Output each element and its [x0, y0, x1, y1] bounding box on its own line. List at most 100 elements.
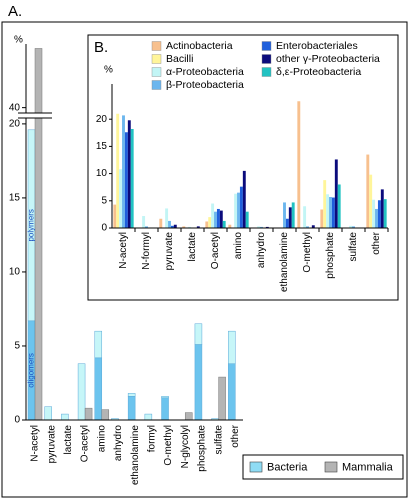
x-tick-label: ethanolamine	[279, 232, 290, 292]
bar	[124, 132, 128, 228]
bar	[122, 115, 125, 228]
bar	[239, 186, 243, 228]
axis-break	[18, 113, 52, 118]
part-label: polymers	[27, 209, 36, 241]
legend-label: other γ-Proteobacteria	[276, 53, 380, 65]
y-tick-label: 0	[14, 415, 20, 426]
bar	[127, 120, 131, 228]
x-tick-label: lactate	[63, 425, 74, 455]
legend-swatch	[324, 461, 338, 473]
bar	[173, 224, 177, 228]
x-tick-label: pyruvate	[46, 425, 57, 464]
bar	[311, 225, 315, 228]
panel-b-y-label: %	[104, 65, 113, 76]
x-tick-label: phosphate	[197, 425, 208, 472]
bacteria-bar	[228, 330, 236, 364]
bar	[116, 113, 120, 228]
bar	[170, 225, 174, 228]
bacteria-bar	[194, 344, 203, 421]
bar	[168, 220, 171, 228]
legend-label: δ,ε-Proteobacteria	[276, 66, 361, 78]
bacteria-bar	[77, 363, 86, 421]
bar	[234, 193, 238, 228]
y-tick-label: 10	[96, 168, 108, 179]
x-tick-label: pyruvate	[164, 232, 175, 271]
bar	[291, 202, 295, 228]
bar	[372, 199, 376, 228]
x-tick-label: other	[230, 424, 241, 447]
panel-a-label: A.	[8, 3, 22, 20]
bar	[214, 211, 217, 228]
y-tick-label: 5	[14, 341, 20, 352]
y-tick-label: 15	[96, 141, 108, 152]
bar	[228, 224, 232, 228]
bar	[113, 204, 117, 228]
x-tick-label: O-acetyl	[210, 232, 221, 269]
x-tick-label: sulfate	[348, 232, 359, 262]
x-tick-label: amino	[96, 425, 107, 453]
bar	[380, 189, 384, 228]
y-tick-label: 20	[96, 114, 108, 125]
bacteria-bar	[127, 393, 136, 397]
x-tick-label: lactate	[187, 232, 198, 262]
panel-b-frame	[87, 34, 399, 301]
legend-box	[242, 454, 404, 480]
legend-swatch	[151, 41, 162, 51]
bar	[159, 218, 163, 228]
legend-label: Enterobacteriales	[276, 40, 358, 52]
legend-swatch	[261, 41, 272, 51]
bar	[306, 226, 309, 228]
x-tick-label: N-glycolyl	[180, 425, 191, 468]
bacteria-bar	[127, 396, 136, 421]
y-tick-label: 5	[101, 195, 107, 206]
bar	[265, 226, 269, 228]
legend-label: Actinobacteria	[166, 40, 233, 52]
bacteria-bar	[228, 363, 236, 421]
bar	[285, 218, 289, 228]
x-tick-label: other	[371, 231, 382, 254]
bar	[142, 216, 146, 228]
legend-label: Bacilli	[166, 53, 193, 65]
bar	[375, 208, 378, 228]
mammalia-bar	[34, 48, 43, 421]
mammalia-bar	[101, 409, 110, 421]
legend-swatch	[151, 67, 162, 77]
legend-label: α-Proteobacteria	[166, 66, 244, 78]
bar	[377, 200, 381, 228]
bar	[165, 208, 169, 228]
bar	[383, 199, 387, 228]
bar	[208, 217, 212, 228]
x-tick-label: O-acetyl	[80, 425, 91, 462]
x-tick-label: N-formyl	[141, 232, 152, 270]
bacteria-bar	[61, 413, 69, 421]
bar	[331, 197, 335, 228]
x-tick-label: N-acetyl	[30, 425, 41, 462]
y-tick-label: 20	[9, 119, 21, 130]
legend-label: Bacteria	[267, 461, 308, 473]
y-tick-label: 0	[101, 223, 107, 234]
bar	[303, 206, 307, 228]
mammalia-bar	[84, 407, 93, 421]
x-tick-label: phosphate	[325, 232, 336, 279]
x-tick-label: ethanolamine	[130, 425, 141, 485]
bar	[349, 225, 353, 228]
bar	[182, 226, 186, 228]
bar	[222, 220, 226, 228]
bar	[245, 211, 249, 228]
bar	[237, 192, 240, 228]
legend-swatch	[151, 54, 162, 64]
bar	[188, 226, 192, 228]
legend-label: β-Proteobacteria	[166, 79, 244, 91]
x-tick-label: formyl	[146, 425, 157, 452]
bar	[257, 226, 261, 228]
bacteria-bar	[161, 396, 169, 399]
mammalia-bar	[218, 376, 226, 421]
x-tick-label: N-acetyl	[118, 232, 129, 269]
bar	[205, 221, 209, 228]
panel-a: 0 5 10 15 20 40 N-acetyl pyruvate lactate O-acety…	[9, 44, 404, 485]
bar	[288, 207, 292, 228]
bar	[329, 196, 332, 228]
panel-b-label: B.	[94, 39, 108, 56]
bar	[352, 226, 355, 228]
bar	[366, 154, 370, 228]
